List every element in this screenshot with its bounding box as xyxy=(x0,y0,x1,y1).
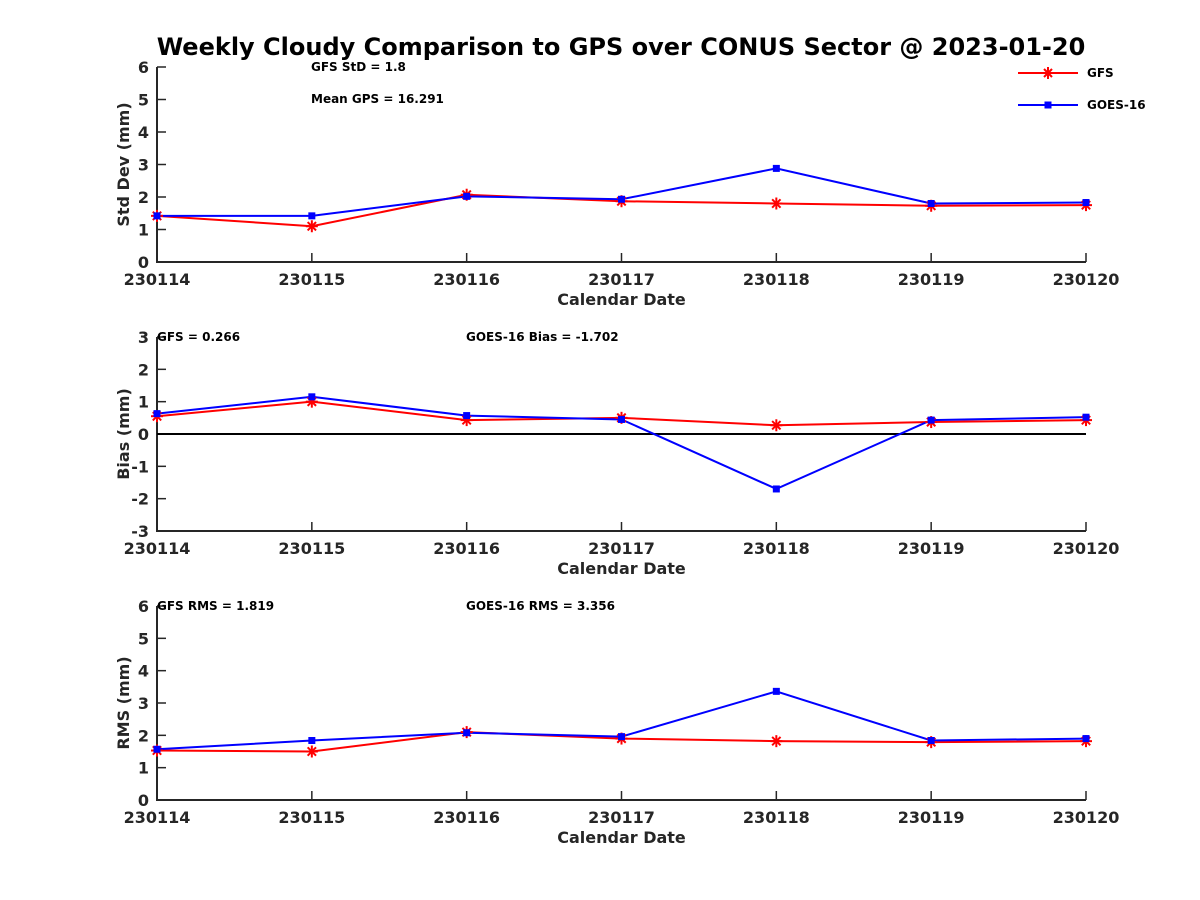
bias-xlabel: Calendar Date xyxy=(557,559,686,578)
rms-xtick-label: 230120 xyxy=(1053,808,1120,827)
chart-title: Weekly Cloudy Comparison to GPS over CON… xyxy=(157,33,1086,61)
bias-xtick-label: 230116 xyxy=(433,539,500,558)
bias-annotation: GOES-16 Bias = -1.702 xyxy=(466,330,619,344)
std-dev-gfs-point xyxy=(770,197,783,210)
rms-goes16-point xyxy=(618,733,625,741)
rms-ylabel: RMS (mm) xyxy=(114,656,133,749)
std-dev-xlabel: Calendar Date xyxy=(557,290,686,309)
bias-xtick-label: 230119 xyxy=(898,539,965,558)
bias-goes16-point xyxy=(618,415,625,423)
bias-ytick-label: 2 xyxy=(138,360,149,379)
rms-xtick-label: 230116 xyxy=(433,808,500,827)
std-dev-xtick-label: 230120 xyxy=(1053,270,1120,289)
rms-xtick-label: 230119 xyxy=(898,808,965,827)
panel-rms: 0 1 2 3 4 5 6 230114 230115 230116 230117 230118 230… xyxy=(114,597,1119,847)
rms-goes16-point xyxy=(153,745,161,753)
std-dev-ytick-label: 3 xyxy=(138,156,149,175)
bias-ylabel: Bias (mm) xyxy=(114,388,133,480)
rms-axes xyxy=(156,606,1086,801)
std-dev-ytick-label: 1 xyxy=(138,221,149,240)
std-dev-goes16-point xyxy=(463,192,471,200)
std-dev-ytick-label: 4 xyxy=(138,123,149,142)
legend: GFS GOES-16 xyxy=(1018,66,1146,112)
bias-goes16-line xyxy=(156,395,1087,491)
std-dev-goes16-point xyxy=(308,212,316,220)
bias-goes16-point xyxy=(772,485,780,493)
rms-ytick-label: 3 xyxy=(138,694,149,713)
std-dev-xtick-label: 230117 xyxy=(588,270,655,289)
std-dev-xtick-label: 230115 xyxy=(278,270,345,289)
std-dev-goes16-point xyxy=(153,212,161,220)
std-dev-gfs-point xyxy=(305,220,318,233)
rms-ytick-label: 4 xyxy=(138,662,149,681)
panel-std-dev: 0 1 2 3 4 5 6 230114 230115 230116 230117 230118 230… xyxy=(114,58,1119,309)
std-dev-ytick-label: 0 xyxy=(138,253,149,272)
std-dev-goes16-point xyxy=(772,164,780,172)
std-dev-ytick-label: 2 xyxy=(138,188,149,207)
bias-goes16-point xyxy=(153,410,161,418)
bias-goes16-point xyxy=(1082,413,1090,421)
rms-xtick-label: 230115 xyxy=(278,808,345,827)
bias-ytick-label: 3 xyxy=(138,328,149,347)
legend-goes16-label: GOES-16 xyxy=(1087,98,1146,112)
rms-annotation: GFS RMS = 1.819 xyxy=(157,599,274,613)
std-dev-annotation: GFS StD = 1.8 xyxy=(311,60,406,74)
std-dev-goes16-point xyxy=(1082,199,1090,207)
bias-goes16-point xyxy=(308,393,316,401)
bias-xtick-label: 230115 xyxy=(278,539,345,558)
rms-xtick-label: 230114 xyxy=(124,808,191,827)
std-dev-xtick-label: 230116 xyxy=(433,270,500,289)
std-dev-goes16-line xyxy=(157,167,1087,217)
bias-gfs-point xyxy=(770,419,783,432)
legend-goes16-marker xyxy=(1044,101,1052,109)
rms-goes16-point xyxy=(927,737,935,745)
std-dev-xtick-label: 230118 xyxy=(743,270,810,289)
rms-xlabel: Calendar Date xyxy=(557,828,686,847)
std-dev-goes16-point xyxy=(927,200,935,207)
bias-ytick-label: -3 xyxy=(131,522,149,541)
std-dev-xtick-label: 230114 xyxy=(124,270,191,289)
rms-ytick-label: 2 xyxy=(138,726,149,745)
std-dev-xtick-label: 230119 xyxy=(898,270,965,289)
bias-goes16-point xyxy=(463,412,471,420)
rms-gfs-point xyxy=(770,735,783,748)
rms-ytick-label: 0 xyxy=(138,791,149,810)
std-dev-ylabel: Std Dev (mm) xyxy=(114,102,133,226)
std-dev-ytick-label: 5 xyxy=(138,91,149,110)
bias-xtick-label: 230114 xyxy=(124,539,191,558)
rms-goes16-point xyxy=(308,737,316,745)
legend-gfs-label: GFS xyxy=(1087,66,1114,80)
std-dev-goes16-point xyxy=(618,195,625,203)
panel-bias: -3 -2 -1 0 1 2 3 230114 230115 230116 230117 230118… xyxy=(114,328,1119,578)
std-dev-axes xyxy=(156,67,1086,263)
rms-goes16-point xyxy=(1082,735,1090,743)
std-dev-ytick-label: 6 xyxy=(138,58,149,77)
rms-xtick-label: 230117 xyxy=(588,808,655,827)
std-dev-annotation: Mean GPS = 16.291 xyxy=(311,92,444,106)
rms-gfs-point xyxy=(305,745,318,758)
bias-xtick-label: 230117 xyxy=(588,539,655,558)
bias-annotation: GFS = 0.266 xyxy=(157,330,240,344)
rms-xtick-label: 230118 xyxy=(743,808,810,827)
bias-ytick-label: -1 xyxy=(131,457,149,476)
rms-ytick-label: 6 xyxy=(138,597,149,616)
rms-ytick-label: 5 xyxy=(138,629,149,648)
bias-xtick-label: 230120 xyxy=(1053,539,1120,558)
rms-annotation: GOES-16 RMS = 3.356 xyxy=(466,599,615,613)
legend-gfs-marker xyxy=(1042,67,1054,79)
bias-xtick-label: 230118 xyxy=(743,539,810,558)
rms-goes16-point xyxy=(772,687,780,695)
bias-goes16-point xyxy=(927,416,935,424)
bias-ytick-label: 1 xyxy=(138,393,149,412)
bias-ytick-label: 0 xyxy=(138,425,149,444)
rms-ytick-label: 1 xyxy=(138,759,149,778)
rms-goes16-point xyxy=(463,729,471,737)
bias-ytick-label: -2 xyxy=(131,490,149,509)
